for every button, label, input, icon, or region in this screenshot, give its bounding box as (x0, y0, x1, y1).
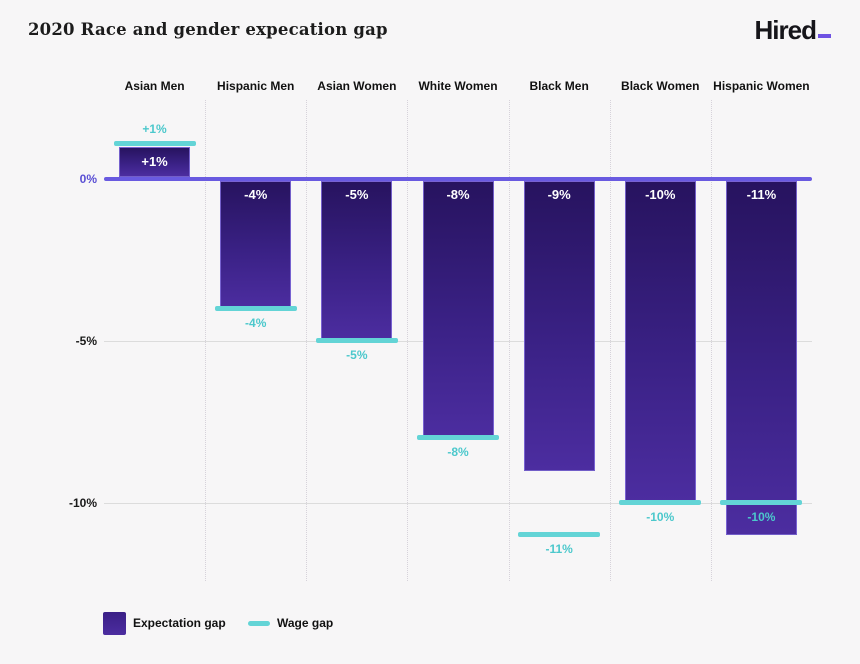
wage-gap-line-black-men (518, 532, 601, 538)
chart-area: +1% +1% -4% -4% -5% -5% -8% -8% -9% -11% -10% -10% -… (104, 100, 812, 581)
bar-black-women (624, 181, 696, 503)
bar-value-label-asian-men: +1% (141, 153, 168, 169)
y-tick-label-0-: 0% (79, 172, 97, 186)
wage-gap-label-black-women: -10% (646, 510, 675, 524)
column-header-black-men: Black Men (529, 79, 589, 93)
bar-white-women (422, 181, 494, 439)
column-separator (205, 100, 207, 581)
y-tick-label--10-: -10% (68, 496, 97, 510)
column-header-asian-women: Asian Women (317, 79, 397, 93)
y-tick-label--5-: -5% (75, 334, 97, 348)
column-separator (306, 100, 308, 581)
wage-gap-line-asian-men (113, 140, 196, 146)
bar-black-men (523, 181, 595, 471)
wage-gap-legend-label: Wage gap (277, 616, 334, 630)
gridline--10- (104, 503, 812, 504)
hired-logo: Hired (755, 16, 831, 44)
column-separator (508, 100, 510, 581)
bar-value-label-black-men: -9% (547, 187, 571, 202)
logo-underscore-icon (818, 34, 831, 38)
bar-value-label-hispanic-women: -11% (746, 187, 777, 202)
bar-asian-women (321, 181, 393, 341)
wage-gap-line-hispanic-women (720, 500, 803, 505)
wage-gap-label-hispanic-women: -10% (747, 510, 776, 524)
expectation-gap-swatch-icon (103, 612, 126, 635)
wage-gap-swatch-icon (248, 621, 270, 626)
bar-value-label-white-women: -8% (446, 187, 470, 202)
hired-logo-text: Hired (754, 15, 817, 45)
wage-gap-label-asian-women: -5% (346, 348, 368, 362)
wage-gap-line-black-women (619, 500, 702, 505)
wage-gap-line-hispanic-men (214, 305, 297, 311)
chart-title: 2020 Race and gender expecation gap (28, 20, 388, 39)
y-axis: 0% -5% -10% (30, 0, 97, 600)
column-header-black-women: Black Women (621, 79, 700, 93)
wage-gap-line-asian-women (315, 338, 398, 343)
wage-gap-label-white-women: -8% (447, 445, 469, 460)
zero-baseline (104, 177, 812, 181)
column-headers: Asian Men Hispanic Men Asian Women White Wo… (104, 79, 812, 95)
wage-gap-label-black-men: -11% (545, 542, 573, 557)
chart: Asian Men Hispanic Men Asian Women White Wo… (30, 0, 812, 600)
wage-gap-label-hispanic-men: -4% (245, 315, 267, 330)
bar-hispanic-men (220, 181, 292, 309)
column-separator (609, 100, 611, 581)
column-separator (710, 100, 712, 581)
bar-value-label-asian-women: -5% (345, 187, 369, 202)
column-header-hispanic-men: Hispanic Men (217, 79, 295, 93)
column-separator (407, 100, 409, 581)
column-header-asian-men: Asian Men (124, 79, 185, 93)
bar-value-label-black-women: -10% (645, 187, 676, 202)
column-header-hispanic-women: Hispanic Women (713, 79, 810, 93)
column-header-white-women: White Women (418, 79, 498, 93)
wage-gap-line-white-women (417, 435, 499, 441)
expectation-gap-legend-label: Expectation gap (133, 616, 226, 630)
bar-hispanic-women (725, 181, 797, 536)
bar-value-label-hispanic-men: -4% (244, 187, 268, 202)
legend: Expectation gap Wage gap (0, 612, 860, 642)
wage-gap-label-asian-men: +1% (142, 121, 167, 136)
bar-asian-men (119, 146, 191, 177)
